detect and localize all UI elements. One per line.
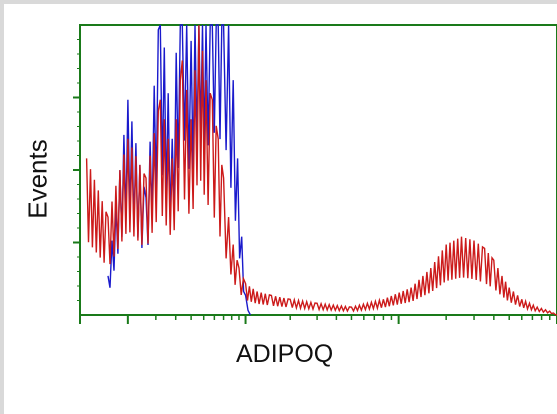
y-axis-label: Events [18, 114, 58, 244]
y-axis-label-text: Events [22, 139, 53, 219]
x-axis-label: ADIPOQ [236, 340, 334, 368]
histogram-plot [73, 24, 557, 324]
histogram-series-2 [85, 24, 557, 316]
